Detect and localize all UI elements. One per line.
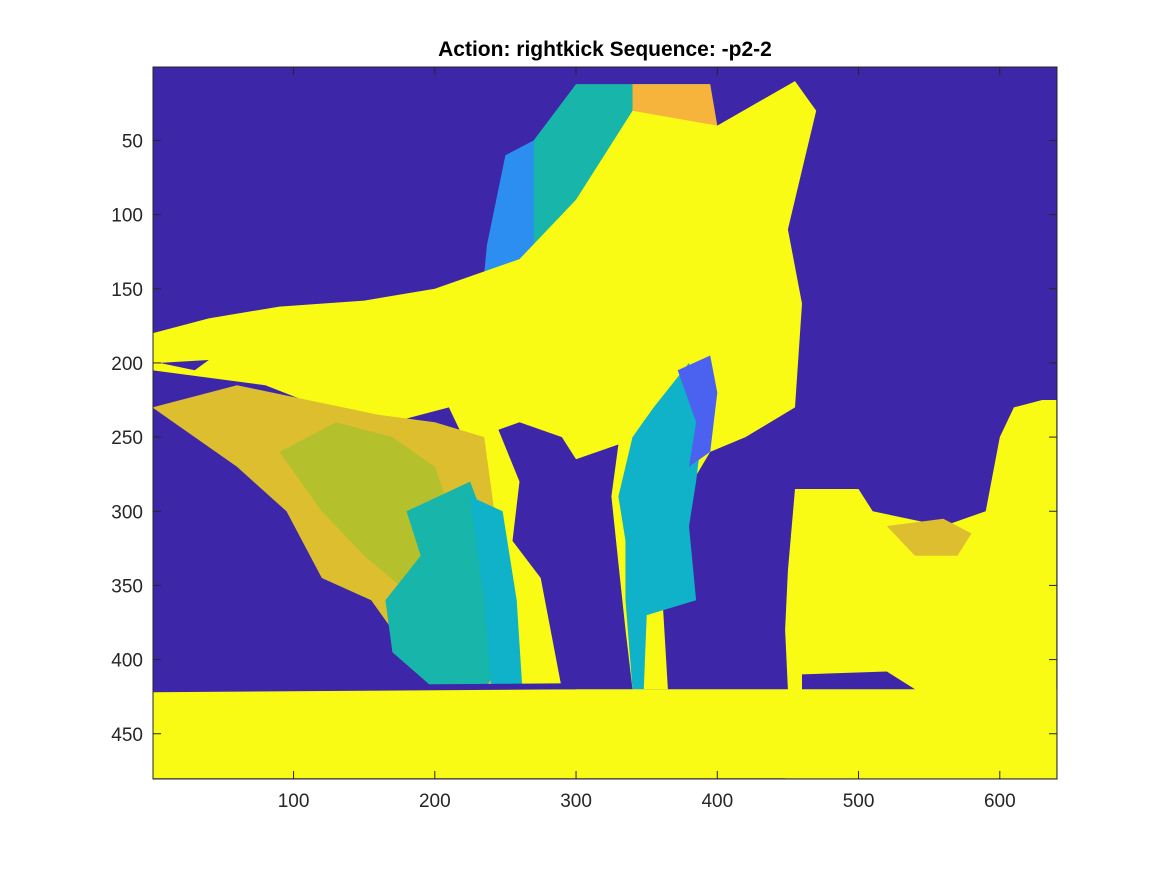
region-right-leg-wall-edge [677, 355, 718, 467]
axes-frame [152, 66, 1058, 780]
y-tick-label: 100 [111, 206, 143, 227]
y-tick-label: 250 [111, 428, 143, 449]
y-tick-label: 350 [111, 576, 143, 597]
x-tick-label: 400 [701, 791, 733, 812]
x-tick-label: 500 [843, 791, 875, 812]
y-tick-label: 450 [111, 725, 143, 746]
x-tick-label: 600 [984, 791, 1016, 812]
y-tick-label: 200 [111, 354, 143, 375]
chart-title: Action: rightkick Sequence: -p2-2 [438, 38, 772, 61]
hole-floor-edge [153, 683, 576, 693]
region-floor [153, 689, 1057, 779]
axes: 100 200 300 400 500 600 50 100 150 200 250 300 350 40… [111, 66, 1058, 812]
region-right-leg-wall [618, 362, 704, 690]
y-tick-label: 50 [122, 131, 143, 152]
x-tick-label: 200 [419, 791, 451, 812]
x-tick-label: 100 [278, 791, 310, 812]
region-right-object-top-detail [886, 518, 972, 556]
hole-left-hole-1 [159, 360, 209, 371]
y-tick-label: 400 [111, 651, 143, 672]
y-tick-label: 150 [111, 280, 143, 301]
hole-right-gap [802, 671, 915, 690]
region-left-wall-mid [279, 422, 456, 586]
depth-image [153, 67, 1057, 779]
x-tick-label: 300 [560, 791, 592, 812]
region-left-wall-furthest [470, 496, 523, 690]
y-tick-label: 300 [111, 502, 143, 523]
